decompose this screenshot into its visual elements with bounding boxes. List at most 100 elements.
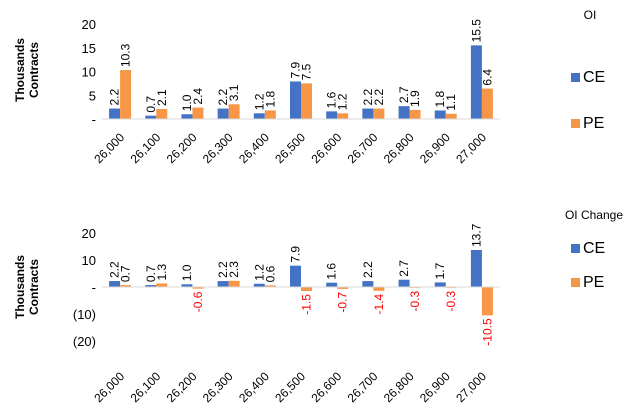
oi-bar-pe xyxy=(156,109,168,119)
oi-legend-label-pe: PE xyxy=(583,115,604,132)
oi-category-label: 26,000 xyxy=(91,130,127,166)
chg-bar-ce xyxy=(217,281,229,287)
oi-category-label: 26,700 xyxy=(345,130,381,166)
oi-ylabel-line1: Thousands xyxy=(13,38,27,102)
chg-data-label: -1.5 xyxy=(300,294,314,315)
oi-category-label: 26,500 xyxy=(272,130,308,166)
oi-data-label: 1.2 xyxy=(252,93,266,110)
oi-bar-ce xyxy=(362,108,374,119)
chg-data-label: -0.3 xyxy=(408,290,422,311)
chg-bar-ce xyxy=(434,282,446,287)
oi-data-label: 2.2 xyxy=(108,89,122,106)
chg-data-label: 1.7 xyxy=(433,262,447,279)
oi-data-label: 15.5 xyxy=(469,19,483,43)
oi-bar-ce xyxy=(326,111,338,119)
oi-bar-pe xyxy=(337,113,349,119)
oi-data-label: 2.1 xyxy=(155,89,169,106)
oi-data-label: 2.2 xyxy=(361,89,375,106)
chg-ytick-label: 20 xyxy=(82,226,96,241)
chg-data-label: 1.2 xyxy=(252,264,266,281)
oi-bar-pe xyxy=(192,107,204,119)
oi-bar-ce xyxy=(217,108,229,119)
chg-data-label: -0.7 xyxy=(336,292,350,313)
chg-legend-swatch-pe xyxy=(571,278,580,287)
oi-data-label: 10.3 xyxy=(119,43,133,67)
chg-title: OI Change xyxy=(565,208,623,222)
chg-bar-ce xyxy=(398,279,410,287)
chg-ylabel-line1: Thousands xyxy=(13,255,27,319)
oi-bar-ce xyxy=(145,115,157,119)
chg-category-label: 26,800 xyxy=(381,369,417,405)
oi-bar-pe xyxy=(120,70,132,119)
oi-bar-ce xyxy=(253,113,265,119)
chg-data-label: 13.7 xyxy=(469,223,483,247)
oi-category-label: 26,800 xyxy=(381,130,417,166)
chg-bar-pe xyxy=(264,285,276,287)
chg-data-label: -1.4 xyxy=(372,293,386,314)
oi-data-label: 2.4 xyxy=(191,88,205,105)
oi-chart: OI Thousands Contracts 20 15 10 5-2.2 0.7 1.0 2.2… xyxy=(13,8,605,166)
chg-data-label: 1.6 xyxy=(325,263,339,280)
chg-bar-pe xyxy=(337,287,349,289)
chg-data-label: 1.3 xyxy=(155,263,169,280)
chg-data-label: 2.3 xyxy=(227,261,241,278)
chg-bar-ce xyxy=(253,283,265,287)
oi-category-label: 26,100 xyxy=(128,130,164,166)
oi-category-label: 26,400 xyxy=(236,130,272,166)
chg-legend-label-ce: CE xyxy=(583,240,605,257)
oi-data-label: 1.0 xyxy=(180,94,194,111)
oi-data-label: 1.6 xyxy=(325,91,339,108)
chg-bar-ce xyxy=(362,281,374,287)
chg-data-label: 2.2 xyxy=(216,261,230,278)
oi-ylabel-line2: Contracts xyxy=(27,42,41,98)
chg-legend-label-pe: PE xyxy=(583,274,604,291)
chg-bar-pe xyxy=(192,287,204,289)
oi-bar-pe xyxy=(228,104,240,119)
oi-data-label: 6.4 xyxy=(480,69,494,86)
chg-bar-pe xyxy=(120,285,132,287)
chg-data-label: -0.6 xyxy=(191,291,205,312)
chg-bar-pe xyxy=(301,287,312,292)
oi-data-label: 2.2 xyxy=(216,89,230,106)
oi-data-label: 1.8 xyxy=(263,90,277,107)
chg-data-label: 2.2 xyxy=(361,261,375,278)
oi-category-label: 26,200 xyxy=(164,130,200,166)
oi-ytick-label: 5 xyxy=(89,88,96,103)
oi-data-label: 3.1 xyxy=(227,84,241,101)
oi-bar-ce xyxy=(398,106,410,119)
chg-ytick-label: - xyxy=(92,280,96,295)
oi-bar-pe xyxy=(264,110,276,119)
oi-bar-ce xyxy=(470,45,482,119)
oi-data-label: 2.2 xyxy=(372,89,386,106)
oi-legend-swatch-ce xyxy=(571,73,580,82)
oi-bar-pe xyxy=(409,109,421,119)
oi-data-label: 7.5 xyxy=(300,63,314,80)
oi-bar-pe xyxy=(481,88,493,119)
oi-bar-ce xyxy=(109,108,121,119)
oi-bar-pe xyxy=(301,83,312,119)
chg-category-label: 26,000 xyxy=(91,369,127,405)
oi-bar-ce xyxy=(434,110,446,119)
chg-data-label: 7.9 xyxy=(289,246,303,263)
chg-ytick-label: (20) xyxy=(73,334,96,349)
chg-bar-ce xyxy=(145,285,157,287)
chg-category-label: 26,300 xyxy=(200,369,236,405)
chg-data-label: 2.2 xyxy=(108,261,122,278)
chg-bar-ce xyxy=(109,281,121,287)
chg-category-label: 26,500 xyxy=(272,369,308,405)
oi-data-label: 0.7 xyxy=(144,96,158,113)
chg-ytick-label: (10) xyxy=(73,307,96,322)
oi-ytick-label: - xyxy=(92,112,96,127)
oi-legend-label-ce: CE xyxy=(583,69,605,86)
chg-data-label: -0.3 xyxy=(444,290,458,311)
chg-bar-ce xyxy=(326,282,338,287)
oi-title: OI xyxy=(584,8,597,22)
chg-data-label: 0.6 xyxy=(263,265,277,282)
chg-category-label: 26,200 xyxy=(164,369,200,405)
chg-bar-ce xyxy=(181,284,193,287)
oi-data-label: 2.7 xyxy=(397,86,411,103)
chg-bar-pe xyxy=(373,287,385,291)
oi-data-label: 1.2 xyxy=(336,93,350,110)
chg-bar-ce xyxy=(470,250,482,287)
